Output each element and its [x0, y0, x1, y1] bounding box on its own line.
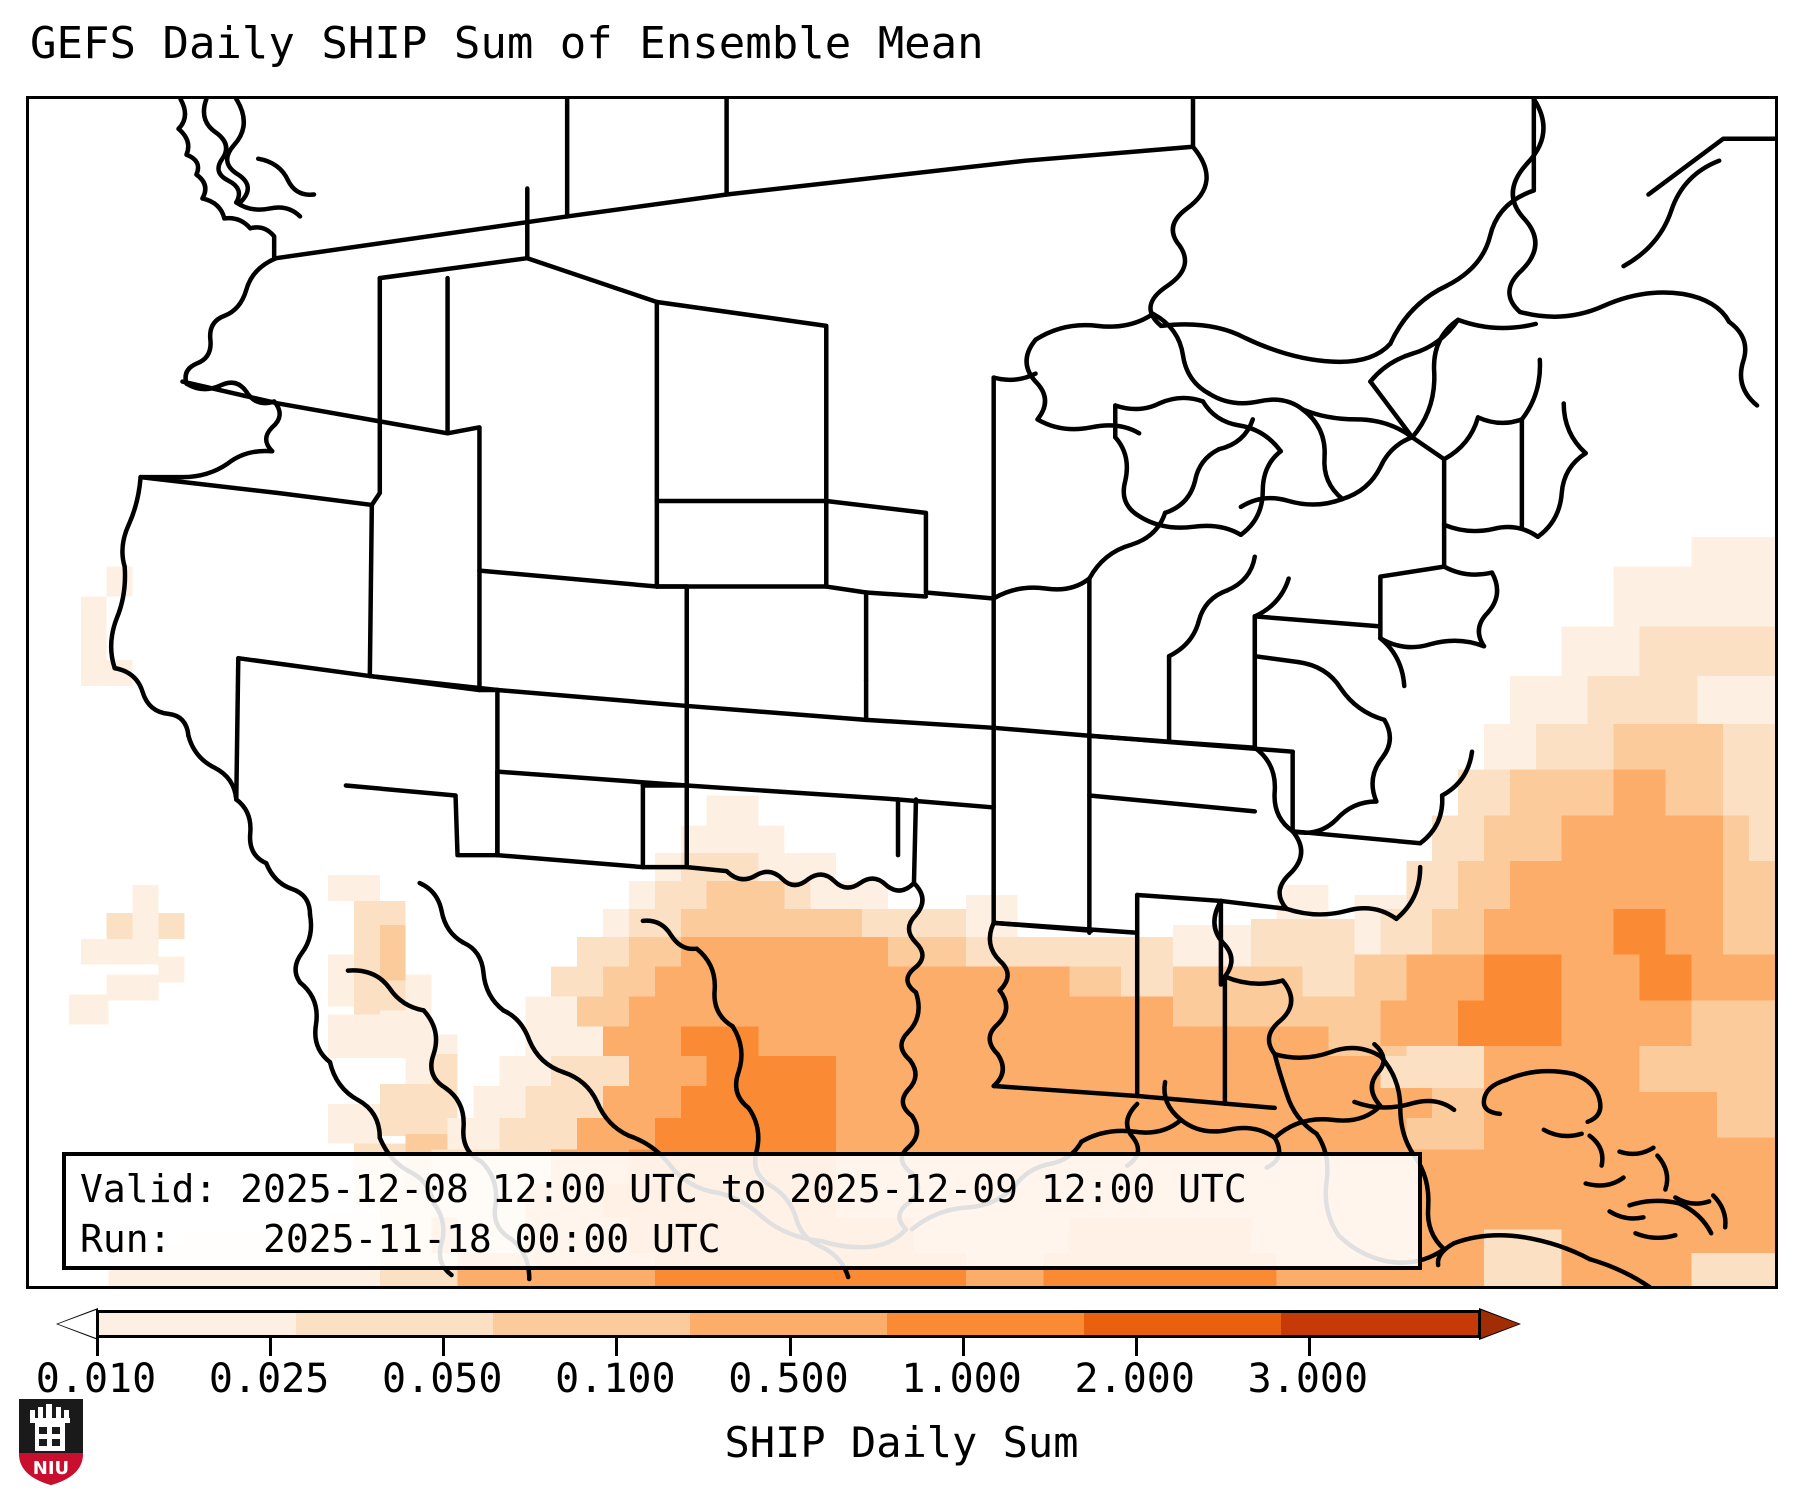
colorbar-band-2 [493, 1313, 690, 1335]
map-canvas [29, 99, 1775, 1286]
colorbar-extend-under [58, 1310, 96, 1338]
niu-logo-text: NIU [33, 1458, 69, 1479]
colorbar-extend-over [1481, 1310, 1519, 1338]
colorbar-band-6 [1281, 1313, 1478, 1335]
colorbar-tick-4 [788, 1338, 792, 1356]
page-title: GEFS Daily SHIP Sum of Ensemble Mean [30, 18, 984, 69]
colorbar-tick-5 [961, 1338, 965, 1356]
colorbar-ticks [96, 1338, 1481, 1356]
colorbar-tick-label-3: 0.100 [555, 1356, 676, 1402]
colorbar-tick-3 [615, 1338, 619, 1356]
colorbar-tick-0 [96, 1338, 99, 1356]
colorbar-tick-label-6: 2.000 [1074, 1356, 1195, 1402]
colorbar-band-5 [1084, 1313, 1281, 1335]
run-time-line: Run: 2025-11-18 00:00 UTC [80, 1217, 721, 1261]
colorbar-tick-label-2: 0.050 [382, 1356, 503, 1402]
colorbar-band-3 [690, 1313, 887, 1335]
colorbar [0, 1296, 1803, 1356]
niu-logo: NIU [19, 1399, 83, 1485]
colorbar-tick-label-1: 0.025 [208, 1356, 330, 1402]
map-boundaries-layer [108, 99, 1775, 1286]
map-panel [26, 96, 1778, 1289]
colorbar-tick-6 [1134, 1338, 1138, 1356]
colorbar-tick-label-4: 0.500 [728, 1356, 849, 1402]
colorbar-tick-7 [1307, 1338, 1311, 1356]
valid-time-line: Valid: 2025-12-08 12:00 UTC to 2025-12-0… [80, 1167, 1247, 1211]
colorbar-band-4 [887, 1313, 1084, 1335]
colorbar-tick-2 [442, 1338, 446, 1356]
colorbar-tick-label-5: 1.000 [901, 1356, 1022, 1402]
colorbar-axis-label: SHIP Daily Sum [724, 1418, 1079, 1467]
colorbar-bands [96, 1310, 1481, 1338]
colorbar-tick-label-0: 0.010 [35, 1356, 157, 1402]
colorbar-tick-labels: 0.010 0.025 0.050 0.100 0.500 1.000 2.000 3.000 [0, 1356, 1803, 1406]
colorbar-tick-1 [269, 1338, 273, 1356]
forecast-info-box: Valid: 2025-12-08 12:00 UTC to 2025-12-0… [62, 1152, 1422, 1270]
colorbar-tick-label-7: 3.000 [1247, 1356, 1369, 1402]
colorbar-band-1 [296, 1313, 493, 1335]
colorbar-band-0 [99, 1313, 296, 1335]
